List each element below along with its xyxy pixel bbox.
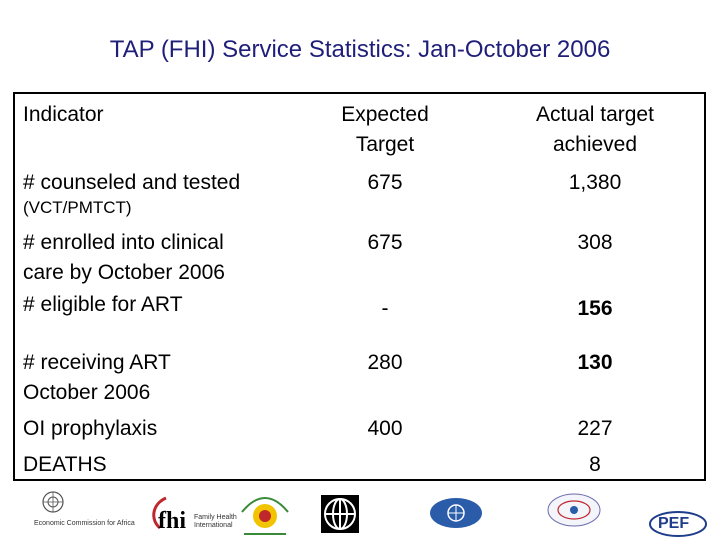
- row-receiving-expected: 280: [367, 351, 403, 374]
- header-expected-line2: Target: [355, 133, 415, 156]
- globe-grid-icon: [321, 495, 359, 533]
- un-emblem-icon: [42, 491, 64, 513]
- pef-logo-text: PEF: [658, 515, 690, 532]
- row-enrolled-indicator-line1: # enrolled into clinical: [23, 231, 224, 254]
- row-enrolled-indicator-line2: care by October 2006: [23, 261, 225, 284]
- row-receiving-actual: 130: [577, 351, 613, 374]
- fhi-sub-line2: International: [194, 522, 233, 529]
- page-title: TAP (FHI) Service Statistics: Jan-Octobe…: [109, 36, 611, 63]
- round-seal-icon: [547, 493, 601, 527]
- row-counseled-actual: 1,380: [568, 171, 622, 194]
- row-oi-indicator: OI prophylaxis: [23, 417, 158, 440]
- row-eligible-expected: -: [381, 297, 389, 320]
- row-deaths-actual: 8: [589, 453, 601, 476]
- eca-logo-text: Economic Commission for Africa: [34, 520, 135, 527]
- row-oi-actual: 227: [577, 417, 613, 440]
- header-indicator: Indicator: [23, 103, 104, 126]
- row-receiving-indicator-line1: # receiving ART: [23, 351, 171, 374]
- row-eligible-actual: 156: [577, 297, 613, 320]
- fhi-logo-text: fhi: [158, 508, 187, 534]
- row-counseled-subtext: (VCT/PMTCT): [23, 198, 132, 217]
- row-eligible-indicator: # eligible for ART: [23, 293, 183, 316]
- row-enrolled-actual: 308: [577, 231, 613, 254]
- header-actual-line1: Actual target: [536, 103, 654, 126]
- row-deaths-indicator: DEATHS: [23, 453, 107, 476]
- row-counseled-indicator: # counseled and tested: [23, 171, 241, 194]
- partner-seal-icon: [241, 497, 289, 535]
- row-enrolled-expected: 675: [367, 231, 403, 254]
- header-actual-line2: achieved: [552, 133, 638, 156]
- row-oi-expected: 400: [367, 417, 403, 440]
- partner-logos: Economic Commission for Africa fhi Famil…: [0, 486, 720, 540]
- row-counseled-expected: 675: [367, 171, 403, 194]
- stats-table: Indicator Expected Target Actual target …: [13, 92, 706, 481]
- fhi-swoosh-icon: [152, 496, 167, 530]
- fhi-sub-line1: Family Health: [194, 514, 237, 521]
- un-blue-emblem-icon: [430, 498, 482, 528]
- header-expected-line1: Expected: [341, 103, 429, 126]
- pef-logo-icon: [649, 511, 707, 537]
- row-receiving-indicator-line2: October 2006: [23, 381, 151, 404]
